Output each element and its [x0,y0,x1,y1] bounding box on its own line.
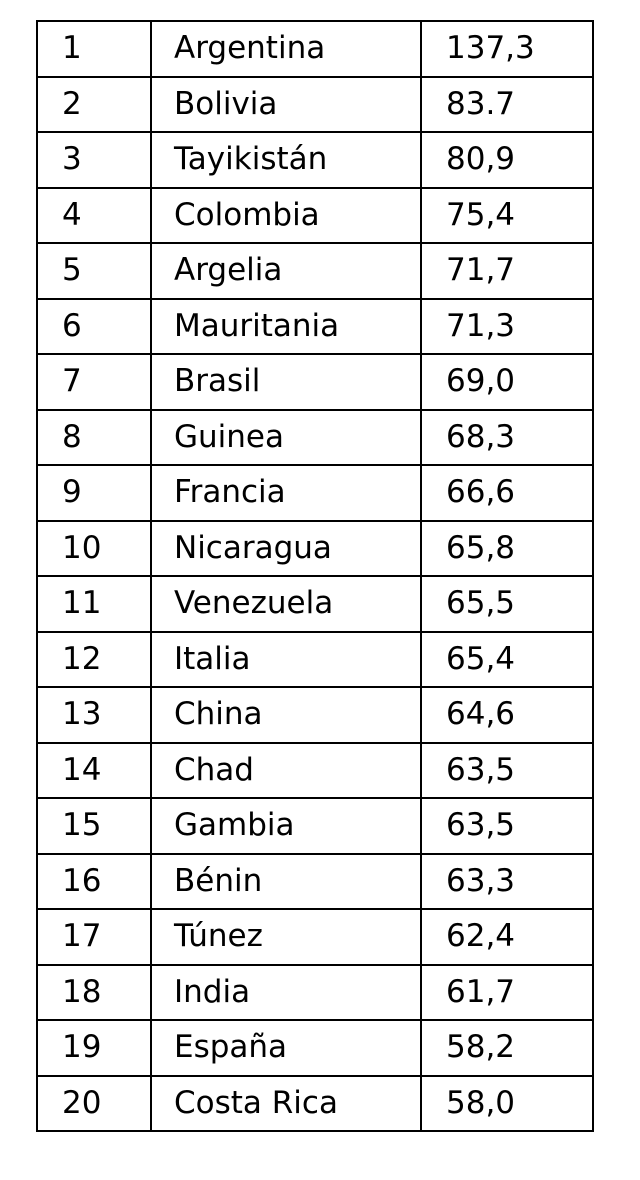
country-cell: Nicaragua [150,519,422,577]
table-row: 19 España 58,2 [36,1019,594,1077]
rank-cell: 14 [36,741,152,799]
value-cell: 58,2 [420,1019,594,1077]
country-cell: Argelia [150,242,422,300]
value-cell: 75,4 [420,186,594,244]
country-cell: China [150,686,422,744]
country-cell: Costa Rica [150,1074,422,1132]
table-row: 7 Brasil 69,0 [36,353,594,411]
value-cell: 62,4 [420,908,594,966]
rank-cell: 15 [36,797,152,855]
table-row: 6 Mauritania 71,3 [36,297,594,355]
value-cell: 64,6 [420,686,594,744]
country-cell: Brasil [150,353,422,411]
value-cell: 63,5 [420,797,594,855]
rank-cell: 2 [36,75,152,133]
rank-cell: 16 [36,852,152,910]
value-cell: 66,6 [420,464,594,522]
rank-cell: 11 [36,575,152,633]
table-row: 15 Gambia 63,5 [36,797,594,855]
table-row: 20 Costa Rica 58,0 [36,1074,594,1132]
country-cell: India [150,963,422,1021]
value-cell: 65,8 [420,519,594,577]
rank-cell: 13 [36,686,152,744]
table-row: 12 Italia 65,4 [36,630,594,688]
country-cell: Francia [150,464,422,522]
country-cell: Guinea [150,408,422,466]
rank-cell: 8 [36,408,152,466]
rank-cell: 4 [36,186,152,244]
table-row: 17 Túnez 62,4 [36,908,594,966]
value-cell: 63,5 [420,741,594,799]
value-cell: 65,5 [420,575,594,633]
rank-cell: 17 [36,908,152,966]
country-cell: Chad [150,741,422,799]
rank-cell: 1 [36,20,152,78]
ranking-table: 1 Argentina 137,3 2 Bolivia 83.7 3 Tayik… [36,20,594,1132]
country-cell: Bénin [150,852,422,910]
table-row: 8 Guinea 68,3 [36,408,594,466]
rank-cell: 12 [36,630,152,688]
rank-cell: 3 [36,131,152,189]
rank-cell: 6 [36,297,152,355]
country-cell: Gambia [150,797,422,855]
table-row: 2 Bolivia 83.7 [36,75,594,133]
value-cell: 137,3 [420,20,594,78]
country-cell: España [150,1019,422,1077]
value-cell: 71,7 [420,242,594,300]
value-cell: 63,3 [420,852,594,910]
table-row: 16 Bénin 63,3 [36,852,594,910]
country-cell: Bolivia [150,75,422,133]
rank-cell: 7 [36,353,152,411]
value-cell: 69,0 [420,353,594,411]
table-row: 9 Francia 66,6 [36,464,594,522]
rank-cell: 10 [36,519,152,577]
rank-cell: 19 [36,1019,152,1077]
table-row: 10 Nicaragua 65,8 [36,519,594,577]
ranking-table-body: 1 Argentina 137,3 2 Bolivia 83.7 3 Tayik… [36,20,594,1132]
value-cell: 83.7 [420,75,594,133]
rank-cell: 5 [36,242,152,300]
rank-cell: 18 [36,963,152,1021]
country-cell: Tayikistán [150,131,422,189]
country-cell: Túnez [150,908,422,966]
value-cell: 58,0 [420,1074,594,1132]
rank-cell: 20 [36,1074,152,1132]
rank-cell: 9 [36,464,152,522]
table-row: 5 Argelia 71,7 [36,242,594,300]
value-cell: 61,7 [420,963,594,1021]
table-row: 1 Argentina 137,3 [36,20,594,78]
table-row: 4 Colombia 75,4 [36,186,594,244]
table-row: 14 Chad 63,5 [36,741,594,799]
table-row: 18 India 61,7 [36,963,594,1021]
country-cell: Italia [150,630,422,688]
value-cell: 71,3 [420,297,594,355]
country-cell: Argentina [150,20,422,78]
value-cell: 65,4 [420,630,594,688]
value-cell: 68,3 [420,408,594,466]
value-cell: 80,9 [420,131,594,189]
country-cell: Venezuela [150,575,422,633]
table-row: 11 Venezuela 65,5 [36,575,594,633]
table-row: 13 China 64,6 [36,686,594,744]
country-cell: Colombia [150,186,422,244]
country-cell: Mauritania [150,297,422,355]
table-row: 3 Tayikistán 80,9 [36,131,594,189]
